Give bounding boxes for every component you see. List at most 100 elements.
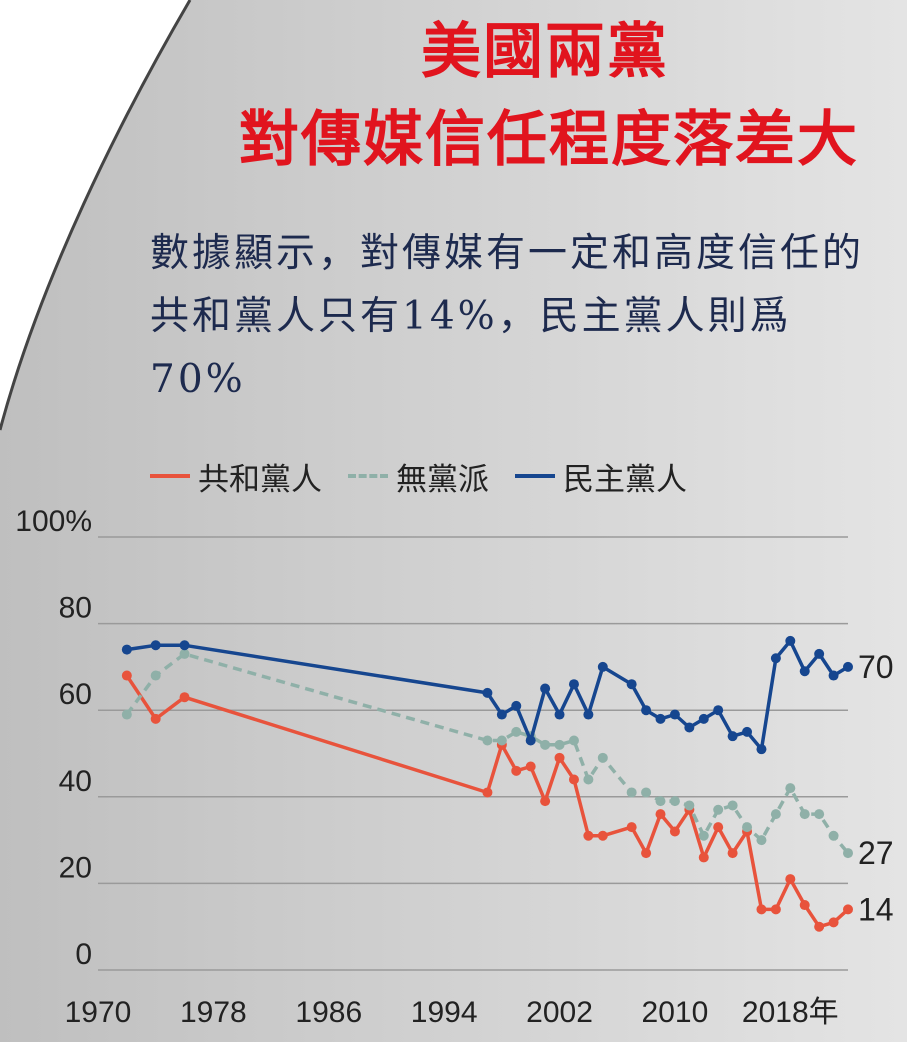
data-point-series-0 [626, 822, 637, 833]
data-point-series-1 [121, 709, 132, 720]
data-point-series-2 [583, 709, 594, 720]
data-point-series-1 [496, 735, 507, 746]
data-point-series-2 [727, 731, 738, 742]
data-point-series-1 [597, 752, 608, 763]
series-line-1 [125, 652, 850, 855]
data-point-series-0 [828, 917, 839, 928]
data-point-series-1 [756, 835, 767, 846]
data-point-series-2 [150, 640, 161, 651]
data-point-series-2 [568, 679, 579, 690]
legend-swatch-democrat [515, 474, 555, 478]
data-point-series-1 [742, 822, 753, 833]
data-point-series-2 [799, 666, 810, 677]
end-value-label-series-0: 14 [858, 891, 894, 927]
end-value-label-series-1: 27 [858, 835, 894, 871]
data-point-series-2 [511, 700, 522, 711]
data-point-series-0 [641, 848, 652, 859]
data-point-series-1 [770, 809, 781, 820]
data-point-series-0 [121, 670, 132, 681]
series-line-0 [125, 674, 850, 929]
data-point-series-2 [525, 735, 536, 746]
data-point-series-1 [655, 796, 666, 807]
y-tick-label: 60 [59, 678, 92, 711]
legend-item-independent: 無黨派 [348, 454, 489, 499]
data-point-series-1 [684, 800, 695, 811]
data-point-series-0 [511, 765, 522, 776]
data-point-series-2 [179, 640, 190, 651]
data-point-series-1 [641, 787, 652, 798]
data-point-series-2 [684, 722, 695, 733]
data-point-series-2 [554, 709, 565, 720]
x-tick-label: 2018年 [742, 996, 839, 1029]
data-point-series-2 [843, 661, 853, 672]
data-point-series-0 [597, 830, 608, 841]
data-point-series-1 [554, 739, 565, 750]
data-point-series-2 [626, 679, 637, 690]
legend-swatch-independent [348, 474, 388, 478]
data-point-series-0 [482, 787, 493, 798]
data-point-series-1 [799, 809, 810, 820]
data-point-series-0 [554, 752, 565, 763]
data-point-series-2 [785, 635, 796, 646]
data-point-series-0 [785, 874, 796, 885]
data-point-series-0 [655, 809, 666, 820]
data-point-series-2 [496, 709, 507, 720]
data-point-series-0 [770, 904, 781, 915]
data-point-series-2 [597, 661, 608, 672]
data-point-series-1 [179, 648, 190, 659]
data-point-series-1 [828, 830, 839, 841]
x-tick-label: 1970 [65, 996, 132, 1029]
legend-label-independent: 無黨派 [396, 461, 489, 498]
data-point-series-0 [583, 830, 594, 841]
data-point-series-2 [770, 653, 781, 664]
data-point-series-0 [150, 713, 161, 724]
chart-title-line-1: 美國兩黨 [421, 17, 669, 87]
data-point-series-0 [568, 774, 579, 785]
y-tick-label: 20 [59, 851, 92, 884]
x-tick-label: 1994 [411, 996, 478, 1029]
data-point-series-0 [540, 796, 551, 807]
data-point-series-1 [814, 809, 825, 820]
data-point-series-1 [482, 735, 493, 746]
data-point-series-0 [525, 761, 536, 772]
data-point-series-1 [785, 783, 796, 794]
data-point-series-1 [540, 739, 551, 750]
data-point-series-0 [756, 904, 767, 915]
chart-title-line-2: 對傳媒信任程度落差大 [239, 105, 859, 175]
data-point-series-2 [540, 683, 551, 694]
data-point-series-1 [698, 830, 709, 841]
y-tick-label: 100% [15, 505, 92, 538]
data-point-series-2 [742, 726, 753, 737]
data-point-series-1 [669, 796, 680, 807]
y-tick-label: 0 [75, 938, 92, 971]
x-tick-label: 1986 [295, 996, 362, 1029]
x-tick-label: 2010 [642, 996, 709, 1029]
data-point-series-2 [698, 713, 709, 724]
data-point-series-0 [698, 852, 709, 863]
data-point-series-0 [669, 826, 680, 837]
data-point-series-2 [814, 648, 825, 659]
data-point-series-1 [626, 787, 637, 798]
end-value-label-series-2: 70 [858, 649, 894, 685]
legend-swatch-republican [150, 474, 190, 478]
y-tick-label: 40 [59, 765, 92, 798]
data-point-series-1 [583, 774, 594, 785]
y-tick-label: 80 [59, 592, 92, 625]
data-point-series-2 [713, 705, 724, 716]
data-point-series-2 [828, 670, 839, 681]
data-point-series-1 [713, 804, 724, 815]
x-tick-label: 1978 [180, 996, 247, 1029]
legend-label-republican: 共和黨人 [198, 461, 322, 498]
legend-item-republican: 共和黨人 [150, 454, 322, 499]
data-point-series-2 [756, 744, 767, 755]
data-point-series-0 [727, 848, 738, 859]
data-point-series-2 [641, 705, 652, 716]
series-line-2 [126, 639, 849, 751]
legend-item-democrat: 民主黨人 [515, 454, 687, 499]
data-point-series-1 [843, 848, 853, 859]
data-point-series-2 [655, 713, 666, 724]
legend-label-democrat: 民主黨人 [563, 461, 687, 498]
x-tick-label: 2002 [526, 996, 593, 1029]
